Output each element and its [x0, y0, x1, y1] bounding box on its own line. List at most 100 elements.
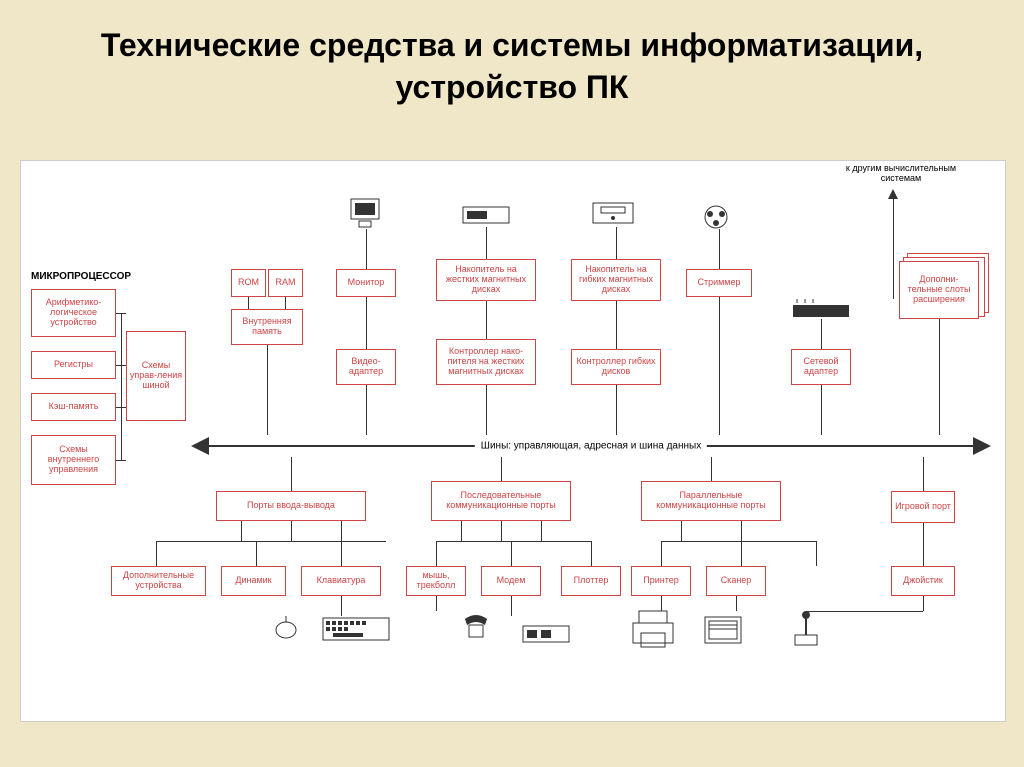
mouse-box: мышь, трекболл [406, 566, 466, 596]
connector [736, 596, 737, 611]
connector [486, 227, 487, 259]
cache-box: Кэш-память [31, 393, 116, 421]
bus: Шины: управляющая, адресная и шина данны… [191, 434, 991, 458]
printer-icon [631, 609, 675, 649]
connector [341, 596, 342, 616]
connector [436, 541, 437, 566]
monitor-icon [347, 197, 383, 229]
video-adapter-box: Видео-адаптер [336, 349, 396, 385]
connector [821, 385, 822, 435]
connector [256, 541, 257, 566]
scanner-box: Сканер [706, 566, 766, 596]
connector [616, 385, 617, 435]
connector [511, 596, 512, 616]
keyboard-box: Клавиатура [301, 566, 381, 596]
connector [616, 301, 617, 349]
connector [241, 521, 242, 541]
internal-control-box: Схемы внутреннего управления [31, 435, 116, 485]
connector [923, 596, 924, 611]
extra-devices-box: Дополнительные устройства [111, 566, 206, 596]
connector [681, 521, 682, 541]
joystick-box: Джойстик [891, 566, 955, 596]
connector [741, 521, 742, 541]
scanner-device-icon [701, 609, 745, 649]
connector [366, 229, 367, 269]
connector [923, 457, 924, 491]
speaker-box: Динамик [221, 566, 286, 596]
connector [806, 611, 923, 612]
connector [486, 301, 487, 339]
connector [501, 457, 502, 481]
io-ports-box: Порты ввода-вывода [216, 491, 366, 521]
arrow-up-icon [888, 189, 898, 199]
tape-icon [701, 205, 731, 229]
connector [267, 345, 268, 435]
connector [541, 521, 542, 541]
microprocessor-label: МИКРОПРОЦЕССОР [31, 271, 131, 282]
connector [436, 596, 437, 611]
connector [661, 541, 816, 542]
connector [719, 297, 720, 435]
alu-box: Арифметико-логическое устройство [31, 289, 116, 337]
connector [285, 297, 286, 309]
connector [661, 596, 662, 611]
connector [291, 521, 292, 541]
connector [711, 457, 712, 481]
connector [366, 297, 367, 349]
modem-box: Модем [481, 566, 541, 596]
parallel-ports-box: Параллельные коммуникационные порты [641, 481, 781, 521]
phone-icon [461, 611, 491, 641]
connector [893, 199, 894, 299]
connector [436, 541, 591, 542]
plotter-box: Плоттер [561, 566, 621, 596]
keyboard-icon [321, 616, 391, 642]
expansion-slots-box: Дополни-тельные слоты расширения [899, 261, 979, 319]
network-adapter-box: Сетевой адаптер [791, 349, 851, 385]
hdd-controller-box: Контроллер нако-пителя на жестких магнит… [436, 339, 536, 385]
ram-box: RAM [268, 269, 303, 297]
connector [616, 227, 617, 259]
fdd-box: Накопитель на гибких магнитных дисках [571, 259, 661, 301]
streamer-box: Стриммер [686, 269, 752, 297]
connector [591, 541, 592, 566]
connector [341, 541, 342, 566]
external-systems-label: к другим вычислительным системам [841, 163, 961, 183]
serial-ports-box: Последовательные коммуникационные порты [431, 481, 571, 521]
mouse-device-icon [271, 616, 301, 640]
rom-box: ROM [231, 269, 266, 297]
modem-device-icon [791, 299, 851, 319]
connector [511, 541, 512, 566]
connector [821, 319, 822, 349]
modem-icon [521, 616, 571, 646]
connector [939, 319, 940, 435]
fdd-controller-box: Контроллер гибких дисков [571, 349, 661, 385]
registers-box: Регистры [31, 351, 116, 379]
connector [156, 541, 157, 566]
connector [366, 385, 367, 435]
printer-box: Принтер [631, 566, 691, 596]
hdd-icon [461, 205, 511, 227]
arrow-right-icon [973, 437, 991, 455]
monitor-box: Монитор [336, 269, 396, 297]
connector [501, 521, 502, 541]
game-port-box: Игровой порт [891, 491, 955, 523]
connector [341, 521, 342, 541]
connector [156, 541, 386, 542]
bus-label: Шины: управляющая, адресная и шина данны… [475, 441, 707, 452]
connector [719, 229, 720, 269]
diagram-area: к другим вычислительным системам МИКРОПР… [20, 160, 1006, 722]
connector [486, 385, 487, 435]
joystick-icon [791, 611, 821, 647]
connector [816, 541, 817, 566]
connector [661, 541, 662, 566]
bus-control-box: Схемы управ-ления шиной [126, 331, 186, 421]
arrow-left-icon [191, 437, 209, 455]
connector [461, 521, 462, 541]
connector [248, 297, 249, 309]
connector [923, 523, 924, 566]
page-title: Технические средства и системы информати… [0, 0, 1024, 118]
fdd-icon [591, 201, 635, 227]
connector [741, 541, 742, 566]
hdd-box: Накопитель на жестких магнитных дисках [436, 259, 536, 301]
connector [121, 313, 122, 461]
